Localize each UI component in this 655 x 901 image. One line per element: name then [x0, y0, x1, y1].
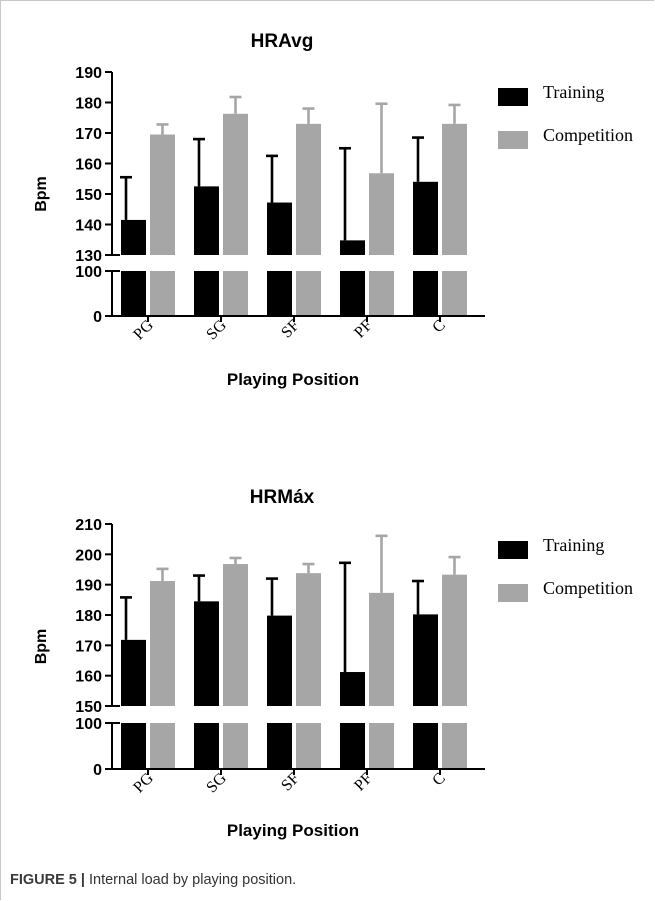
bar-competition-pf-upper	[369, 173, 394, 255]
bar-competition-pg-upper	[150, 581, 175, 706]
bar-competition-sf-lower	[296, 271, 321, 316]
y-tick-label: 190	[75, 65, 102, 82]
y-tick-label: 0	[93, 309, 102, 326]
bar-training-sf-upper	[267, 615, 292, 706]
bar-training-c-lower	[413, 271, 438, 316]
x-tick-label: PG	[130, 316, 157, 343]
bar-training-sf-lower	[267, 271, 292, 316]
x-tick-label: C	[429, 770, 449, 790]
legend-swatch-competition	[498, 584, 528, 602]
bar-training-sg-upper	[194, 601, 219, 706]
bar-competition-sf-upper	[296, 123, 321, 255]
bar-training-pg-lower	[121, 271, 146, 316]
legend-label-training: Training	[543, 82, 604, 102]
bar-training-pf-upper	[340, 672, 365, 706]
legend-label-training: Training	[543, 535, 604, 555]
legend-label-competition: Competition	[543, 125, 633, 145]
bar-competition-c-lower	[442, 271, 467, 316]
x-tick-label: SG	[203, 316, 230, 343]
x-tick-label: PG	[130, 769, 157, 796]
bar-competition-sg-upper	[223, 113, 248, 255]
y-tick-label: 130	[75, 248, 102, 265]
chart-title: HRMáx	[250, 487, 315, 508]
bar-competition-pg-upper	[150, 134, 175, 255]
y-tick-label: 170	[75, 126, 102, 143]
bar-competition-sg-upper	[223, 564, 248, 706]
bar-training-c-lower	[413, 723, 438, 769]
y-tick-label: 0	[93, 762, 102, 779]
bar-competition-sg-lower	[223, 723, 248, 769]
x-axis-label: Playing Position	[227, 370, 359, 389]
figure-caption: FIGURE 5 | Internal load by playing posi…	[10, 872, 296, 888]
bar-training-pf-lower	[340, 723, 365, 769]
bar-competition-sg-lower	[223, 271, 248, 316]
caption-label: FIGURE 5 |	[10, 872, 85, 888]
x-tick-label: PF	[351, 317, 376, 342]
bar-training-c-upper	[413, 614, 438, 706]
x-tick-label: C	[429, 317, 449, 337]
y-tick-label: 160	[75, 157, 102, 174]
y-tick-label: 140	[75, 218, 102, 235]
bar-training-pf-lower	[340, 271, 365, 316]
x-tick-label: SF	[278, 317, 303, 342]
x-axis-label: Playing Position	[227, 821, 359, 840]
bar-competition-pf-lower	[369, 723, 394, 769]
bar-training-pg-upper	[121, 219, 146, 255]
legend-swatch-training	[498, 541, 528, 559]
bar-training-sg-upper	[194, 186, 219, 255]
legend-label-competition: Competition	[543, 578, 633, 598]
legend-swatch-competition	[498, 131, 528, 149]
bar-training-sf-upper	[267, 202, 292, 255]
bar-competition-pg-lower	[150, 271, 175, 316]
bar-competition-pf-upper	[369, 592, 394, 706]
caption-text: Internal load by playing position.	[89, 872, 297, 888]
y-tick-label: 100	[75, 264, 102, 281]
bar-training-pf-upper	[340, 240, 365, 255]
y-axis-label: Bpm	[33, 176, 50, 212]
bar-training-pg-upper	[121, 639, 146, 706]
y-tick-label: 150	[75, 187, 102, 204]
y-tick-label: 180	[75, 608, 102, 625]
x-tick-label: PF	[351, 770, 376, 795]
bar-competition-sf-upper	[296, 573, 321, 706]
bar-competition-c-upper	[442, 123, 467, 255]
bar-competition-sf-lower	[296, 723, 321, 769]
bar-training-pg-lower	[121, 723, 146, 769]
chart-1: HRAvg Bpm PG SG SF PF C 130 140 150 160 170 180 190 0 1…	[33, 31, 633, 389]
y-tick-label: 160	[75, 669, 102, 686]
bar-competition-pf-lower	[369, 271, 394, 316]
y-tick-label: 180	[75, 96, 102, 113]
bar-training-c-upper	[413, 181, 438, 255]
y-axis-label: Bpm	[33, 629, 50, 665]
y-tick-label: 200	[75, 547, 102, 564]
y-tick-label: 170	[75, 638, 102, 655]
chart-title: HRAvg	[251, 31, 314, 52]
bar-competition-pg-lower	[150, 723, 175, 769]
x-tick-label: SG	[203, 769, 230, 796]
x-tick-label: SF	[278, 770, 303, 795]
bar-competition-c-upper	[442, 574, 467, 706]
chart-2: HRMáx Bpm PG SG SF PF C 150 160 170 180 190 200 210 0 1…	[33, 487, 633, 840]
y-tick-label: 190	[75, 578, 102, 595]
y-tick-label: 100	[75, 716, 102, 733]
bar-training-sf-lower	[267, 723, 292, 769]
bar-training-sg-lower	[194, 723, 219, 769]
y-tick-label: 150	[75, 699, 102, 716]
bar-training-sg-lower	[194, 271, 219, 316]
legend-swatch-training	[498, 88, 528, 106]
bar-competition-c-lower	[442, 723, 467, 769]
y-tick-label: 210	[75, 517, 102, 534]
